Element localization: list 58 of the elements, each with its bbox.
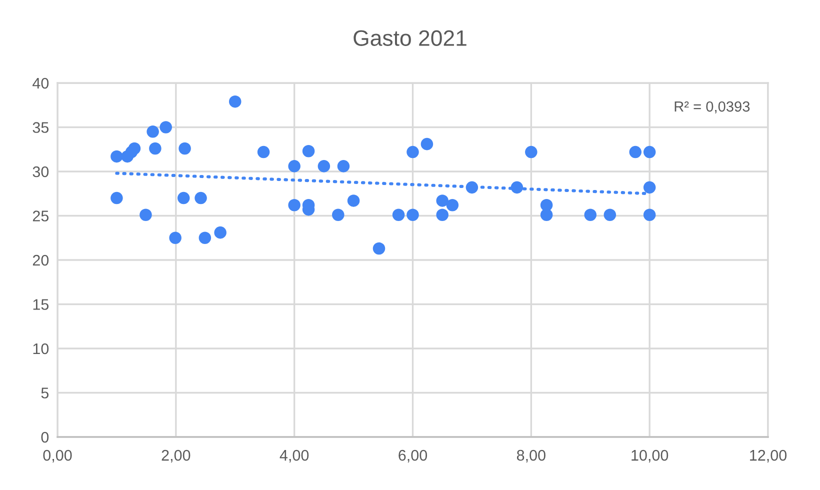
point [643, 146, 656, 158]
point [146, 126, 159, 138]
point [194, 192, 207, 204]
point [604, 208, 616, 221]
y-tick-label: 5 [41, 388, 49, 398]
point [169, 232, 182, 244]
chart-title: Gasto 2021 [354, 30, 466, 46]
point [392, 208, 405, 221]
point [149, 142, 162, 155]
x-tick-label: 10,00 [632, 450, 668, 463]
point [214, 226, 226, 239]
point [643, 181, 656, 194]
y-tick-label: 25 [32, 210, 49, 222]
point [337, 160, 350, 172]
point [372, 242, 386, 255]
point [347, 194, 360, 207]
x-tick-label: 4,00 [280, 450, 309, 463]
point [420, 138, 434, 150]
point [228, 95, 242, 108]
point [178, 142, 191, 155]
x-tick-label: 2,00 [162, 450, 190, 463]
point [446, 198, 459, 212]
point [436, 208, 448, 221]
point [288, 160, 300, 172]
point [257, 146, 270, 158]
point [302, 145, 315, 158]
point [332, 208, 344, 221]
x-tick-label: 6,00 [398, 450, 428, 463]
point [540, 208, 553, 221]
x-tick-label: 12,00 [750, 450, 787, 463]
annotation: R² = 0,0393 [674, 101, 750, 114]
point [466, 181, 478, 194]
point [629, 146, 642, 158]
y-tick-label: 20 [32, 254, 49, 266]
point [177, 192, 190, 204]
y-tick-label: 0 [41, 432, 49, 443]
point [140, 208, 152, 221]
y-tick-label: 40 [32, 78, 49, 89]
x-tick-label: 0,00 [43, 450, 72, 463]
point [288, 198, 300, 212]
point [643, 208, 656, 221]
y-tick-label: 10 [33, 343, 49, 354]
point [525, 146, 538, 158]
y-tick-label: 15 [33, 299, 49, 310]
y-tick-label: 35 [32, 122, 49, 133]
y-tick-label: 30 [32, 166, 49, 178]
point [110, 150, 123, 163]
point [110, 192, 123, 204]
point [510, 181, 524, 194]
x-tick-label: 8,00 [516, 450, 546, 463]
point [406, 208, 419, 221]
point [198, 232, 212, 244]
point [436, 194, 448, 207]
point [318, 160, 330, 172]
point [584, 208, 597, 221]
point [160, 121, 172, 134]
point [406, 146, 419, 158]
point [125, 146, 138, 158]
